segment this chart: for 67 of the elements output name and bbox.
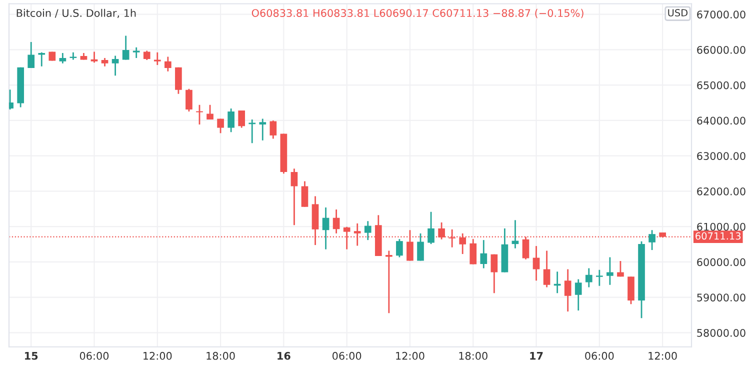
y-tick-label: 66000.00 bbox=[697, 46, 746, 54]
candlestick bbox=[596, 269, 603, 287]
y-tick-label: 62000.00 bbox=[697, 187, 746, 196]
candlestick bbox=[301, 180, 308, 208]
x-tick-label: 16 bbox=[278, 352, 290, 360]
candlestick bbox=[154, 52, 161, 66]
candlestick bbox=[617, 260, 624, 278]
x-tick-label: 18:00 bbox=[206, 352, 235, 360]
candlestick bbox=[259, 118, 266, 142]
candlestick bbox=[628, 276, 634, 305]
y-tick-label: 64000.00 bbox=[697, 116, 746, 125]
annotation: USD bbox=[668, 9, 688, 16]
candlestick bbox=[143, 50, 150, 61]
candlestick bbox=[386, 250, 392, 314]
candlestick bbox=[417, 232, 424, 262]
y-tick-label: 65000.00 bbox=[697, 81, 746, 90]
candlestick bbox=[490, 254, 498, 294]
candlestick bbox=[175, 66, 182, 95]
candlestick bbox=[480, 239, 488, 269]
ref-line-label: 60711.13 bbox=[696, 232, 741, 240]
x-tick-label: 17 bbox=[530, 352, 543, 360]
candlestick bbox=[28, 41, 35, 69]
candlestick bbox=[196, 104, 203, 126]
x-tick-label: 18:00 bbox=[459, 352, 488, 360]
candlestick bbox=[574, 278, 582, 312]
candlestick bbox=[217, 118, 224, 134]
candlestick bbox=[543, 250, 550, 288]
candlestick bbox=[606, 256, 614, 286]
candlestick bbox=[132, 46, 140, 59]
candlestick bbox=[206, 104, 214, 120]
chart-title: Bitcoin / U.S. Dollar, 1h bbox=[16, 8, 136, 18]
x-tick-label: 06:00 bbox=[585, 352, 614, 360]
candlestick bbox=[585, 268, 592, 288]
x-tick-label: 06:00 bbox=[80, 352, 109, 360]
candlestick bbox=[396, 238, 403, 258]
candlestick bbox=[290, 168, 298, 226]
x-tick-label: 15 bbox=[25, 352, 38, 360]
y-tick-label: 63000.00 bbox=[697, 152, 746, 160]
x-tick-label: 12:00 bbox=[648, 352, 677, 360]
annotation: O60833.81 H60833.81 L60690.17 C60711.13 −88.87 (−0.15%) bbox=[252, 8, 584, 18]
candlestick bbox=[164, 56, 172, 72]
x-tick-label: 06:00 bbox=[332, 352, 362, 360]
candlestick bbox=[470, 238, 477, 265]
candlestick bbox=[38, 52, 46, 68]
x-tick-label: 12:00 bbox=[396, 352, 424, 360]
y-tick-label: 67000.00 bbox=[697, 10, 746, 18]
y-tick-label: 60000.00 bbox=[697, 258, 746, 266]
candlestick bbox=[428, 211, 434, 245]
candlestick bbox=[322, 206, 330, 250]
candlestick bbox=[406, 229, 414, 262]
candlestick bbox=[59, 52, 66, 64]
candlestick bbox=[332, 208, 340, 234]
candlestick bbox=[270, 120, 277, 140]
candlestick bbox=[112, 55, 119, 76]
y-tick-label: 61000.00 bbox=[697, 222, 746, 231]
y-tick-label: 59000.00 bbox=[697, 294, 746, 302]
candlestick bbox=[564, 268, 572, 312]
y-tick-label: 58000.00 bbox=[697, 328, 746, 337]
candlestick bbox=[648, 229, 656, 251]
candlestick bbox=[238, 110, 246, 128]
candlestick bbox=[122, 35, 130, 60]
candlestick bbox=[364, 220, 372, 241]
candlestick bbox=[228, 108, 234, 133]
candlestick bbox=[186, 88, 192, 112]
candlestick bbox=[90, 51, 98, 64]
candlestick bbox=[532, 245, 540, 282]
x-tick-label: 12:00 bbox=[144, 352, 172, 360]
